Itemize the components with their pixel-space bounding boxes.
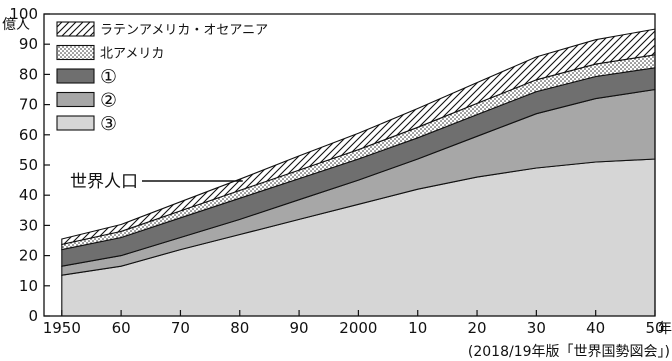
y-tick-label: 50 [19, 156, 38, 174]
annotation-label: 世界人口 [70, 172, 138, 192]
legend-label-region-3: ③ [100, 113, 117, 135]
y-axis-unit: 億人 [2, 17, 30, 33]
legend-swatch-latin-america-oceania [56, 21, 95, 37]
legend-swatch-region-1 [56, 68, 95, 84]
x-tick-label: 70 [171, 319, 190, 337]
y-tick-label: 30 [19, 216, 38, 234]
legend-swatch-region-3 [56, 115, 95, 131]
y-tick-label: 40 [19, 186, 38, 204]
legend-swatch-region-2 [56, 91, 95, 108]
y-tick-label: 90 [19, 35, 38, 53]
x-tick-label: 60 [112, 319, 131, 337]
axes: 0 10 20 30 40 50 60 70 80 90 100 1950 60 70 80 90 2000 10… [9, 5, 664, 337]
legend-label-region-2: ② [100, 90, 117, 112]
y-tick-label: 0 [28, 307, 38, 325]
x-tick-label: 30 [527, 319, 546, 337]
y-tick-label: 60 [19, 126, 38, 144]
y-tick-label: 70 [19, 96, 38, 114]
legend-swatch-north-america [56, 44, 95, 61]
legend-label-latin-america-oceania: ラテンアメリカ・オセアニア [100, 23, 268, 38]
x-tick-label: 1950 [43, 319, 81, 337]
y-tick-label: 10 [19, 277, 38, 295]
x-tick-label: 80 [230, 319, 249, 337]
x-tick-label: 50 [645, 319, 664, 337]
x-tick-label: 90 [290, 319, 309, 337]
x-tick-label: 40 [586, 319, 605, 337]
y-tick-label: 80 [19, 65, 38, 83]
stacked-areas [61, 28, 656, 317]
legend-label-north-america: 北アメリカ [100, 47, 164, 62]
x-axis-unit: 年 [658, 321, 672, 337]
y-tick-label: 20 [19, 247, 38, 265]
x-tick-label: 20 [467, 319, 486, 337]
y-tick-label: 100 [9, 5, 38, 23]
source-note: (2018/19年版「世界国勢図会」) [468, 344, 670, 360]
x-tick-label: 10 [408, 319, 427, 337]
world-population-annotation: 世界人口 [70, 172, 243, 192]
legend-label-region-1: ① [100, 66, 117, 88]
x-tick-label: 2000 [339, 319, 377, 337]
